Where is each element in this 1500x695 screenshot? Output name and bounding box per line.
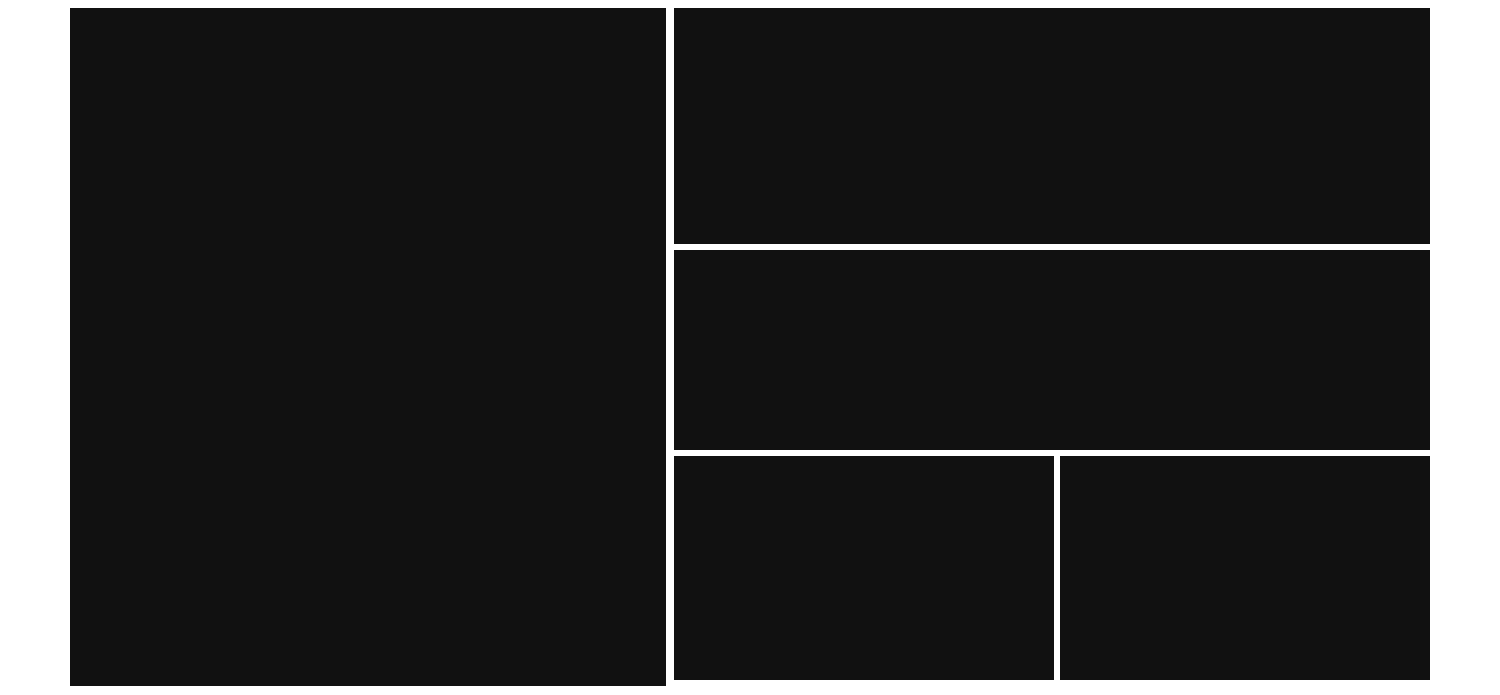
calibration-dashboard bbox=[0, 0, 1500, 695]
rgb-balance-panel bbox=[674, 250, 1430, 450]
cie-plot-area bbox=[130, 28, 656, 656]
cie-chart-panel bbox=[70, 8, 666, 686]
color-deviation-panel bbox=[674, 456, 1054, 680]
color-temp-panel bbox=[674, 8, 1430, 244]
right-column bbox=[674, 8, 1430, 686]
bottom-row bbox=[674, 456, 1430, 680]
gamma-panel bbox=[1060, 456, 1430, 680]
